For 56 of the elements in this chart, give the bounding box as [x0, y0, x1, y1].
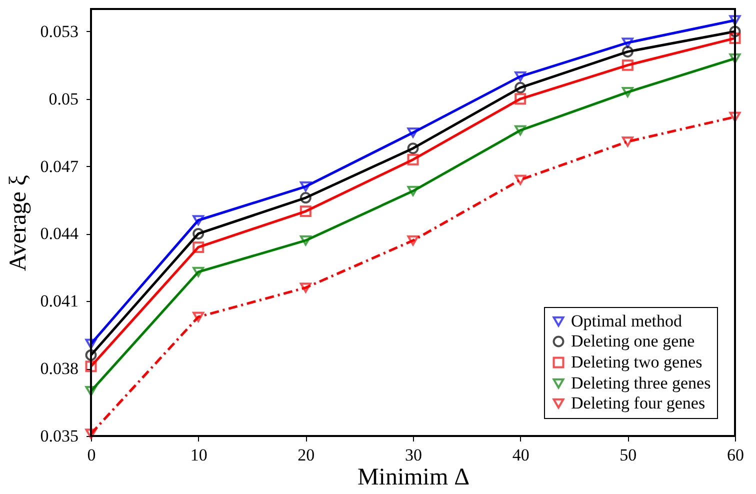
point [192, 266, 204, 278]
legend-label: Deleting one gene [571, 332, 695, 350]
x-tick-label: 0 [87, 446, 96, 464]
x-tick-label: 20 [298, 446, 315, 464]
point [300, 192, 312, 204]
y-tick-label: 0.053 [40, 22, 78, 41]
point [407, 186, 419, 196]
point [85, 428, 97, 439]
point [514, 174, 526, 185]
x-tick-label: 10 [190, 446, 208, 464]
point [85, 360, 97, 372]
y-tick-label: 0.035 [40, 426, 78, 446]
point [622, 136, 634, 147]
x-tick-label: 60 [727, 446, 744, 464]
x-axis-title: Minimim Δ [357, 464, 470, 490]
point [192, 228, 204, 240]
point [514, 71, 526, 82]
x-tick-label: 40 [512, 446, 530, 464]
x-tick-label: 30 [405, 446, 422, 464]
x-tick-label: 50 [620, 446, 637, 464]
point [514, 93, 526, 105]
y-tick-label: 0.044 [40, 224, 79, 244]
y-tick-label: 0.041 [40, 292, 78, 311]
y-tick-label: 0.038 [40, 359, 78, 378]
point [514, 82, 526, 94]
point [85, 349, 97, 361]
y-tick-label: 0.047 [40, 156, 79, 176]
point [407, 142, 419, 154]
point [407, 154, 419, 166]
point [192, 241, 204, 253]
point [729, 112, 741, 122]
y-axis-title: Average ξ [5, 174, 32, 272]
y-tick-label: 0.05 [48, 89, 78, 108]
point [514, 125, 526, 136]
point [300, 181, 312, 192]
point [622, 59, 634, 71]
point [300, 235, 312, 246]
point [192, 312, 204, 322]
point [300, 282, 312, 293]
point [622, 46, 634, 58]
point [407, 235, 419, 246]
point [729, 53, 741, 64]
point [300, 206, 312, 218]
point [622, 87, 634, 98]
point [729, 26, 741, 38]
point [729, 15, 741, 26]
point [85, 386, 97, 396]
legend-label: Deleting two genes [571, 352, 702, 372]
point [85, 338, 97, 349]
point [622, 38, 634, 48]
legend-label: Deleting four genes [571, 394, 706, 412]
point [192, 215, 204, 226]
point [407, 127, 419, 138]
legend-label: Optimal method [571, 312, 682, 330]
point [729, 32, 741, 44]
legend-label: Deleting three genes [571, 374, 711, 392]
